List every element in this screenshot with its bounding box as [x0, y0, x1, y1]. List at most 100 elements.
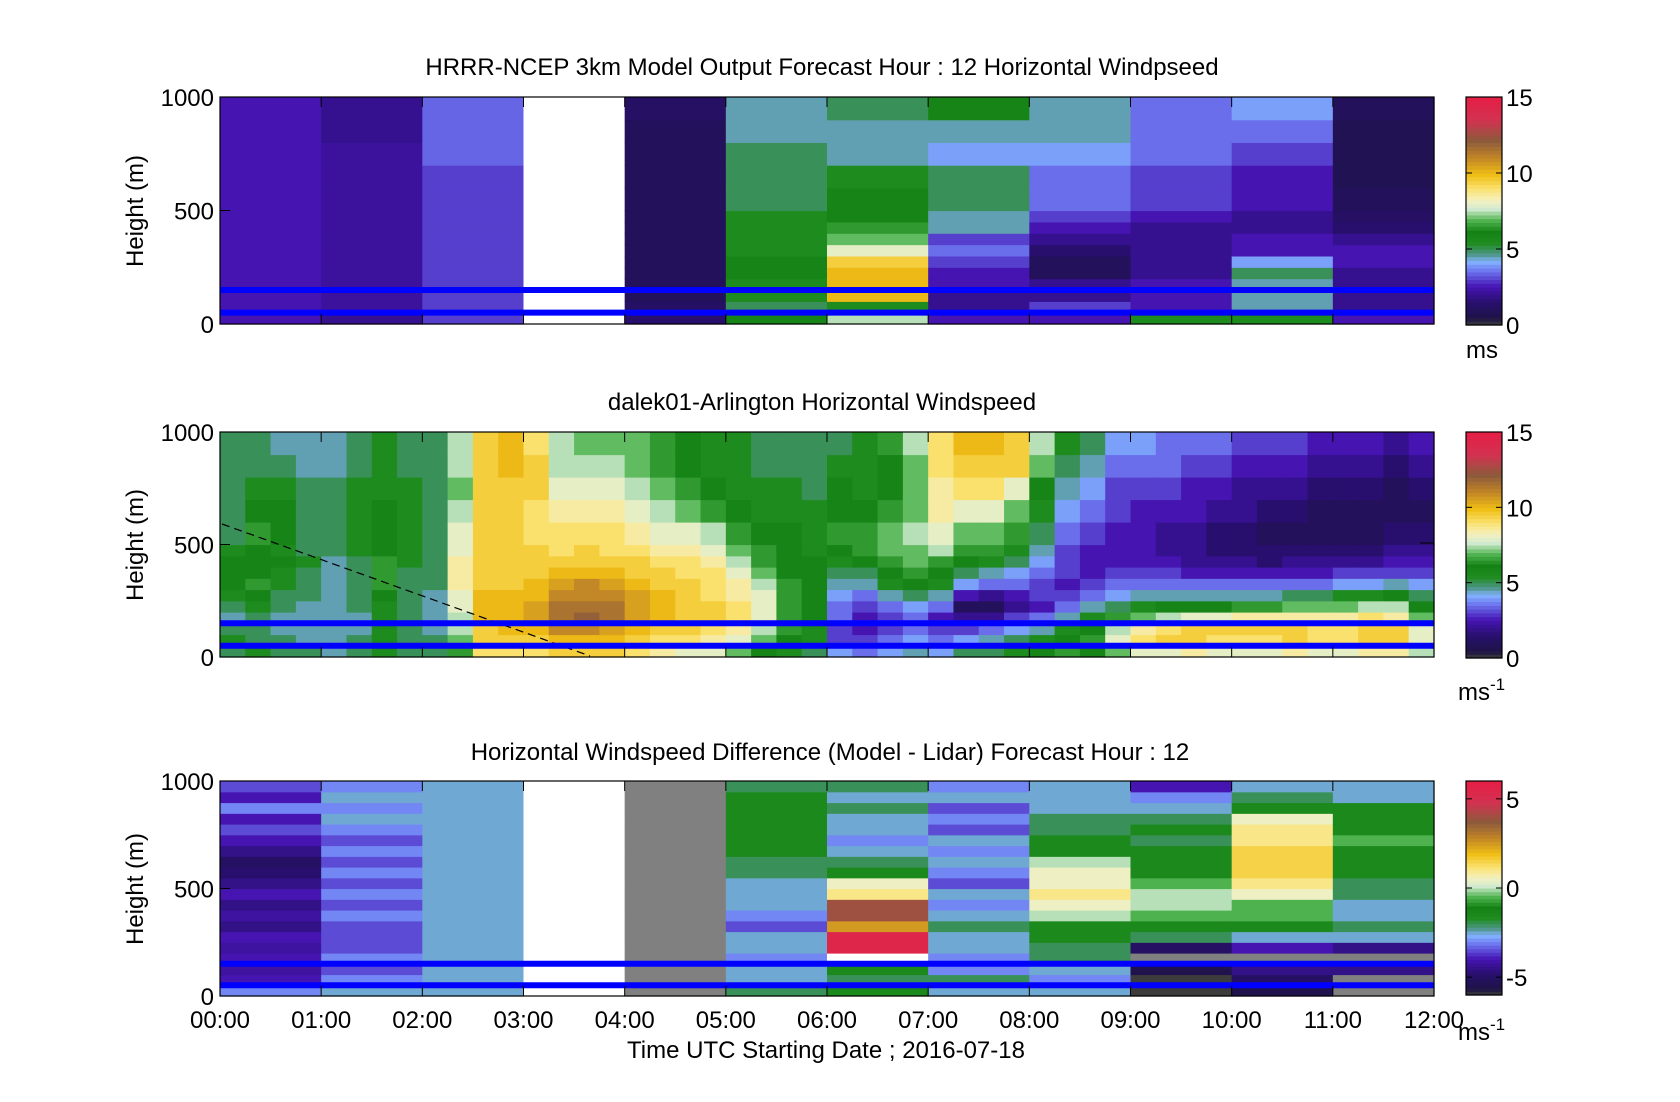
heatmap-cell — [1408, 432, 1435, 456]
colorbar-segment — [1466, 830, 1502, 836]
heatmap-cell — [1105, 522, 1132, 546]
heatmap-cell — [1383, 567, 1410, 579]
heatmap-cell — [1332, 477, 1359, 501]
heatmap-cell — [978, 623, 1005, 636]
heatmap-cell — [751, 612, 778, 624]
heatmap-cell — [498, 645, 525, 658]
heatmap-cell — [725, 187, 828, 212]
heatmap-cell — [220, 888, 322, 900]
heatmap-cell — [1256, 477, 1283, 501]
heatmap-cell — [751, 589, 778, 602]
heatmap-cell — [1206, 623, 1233, 636]
heatmap-cell — [902, 544, 929, 557]
heatmap-cell — [1029, 834, 1132, 847]
colorbar-tick-label: 5 — [1506, 571, 1519, 598]
heatmap-cell — [928, 289, 1030, 302]
heatmap-cell — [624, 867, 727, 879]
heatmap-cell — [371, 477, 398, 501]
heatmap-cell — [1282, 589, 1309, 602]
heatmap-cell — [1307, 555, 1334, 568]
heatmap-cell — [371, 645, 398, 658]
heatmap-cell — [978, 578, 1005, 591]
heatmap-cell — [220, 454, 246, 478]
heatmap-cell — [371, 623, 398, 636]
heatmap-cell — [447, 477, 474, 501]
heatmap-cell — [852, 634, 879, 647]
heatmap-cell — [523, 119, 626, 143]
heatmap-cell — [447, 432, 474, 456]
heatmap-cell — [371, 589, 398, 602]
heatmap-cell — [751, 555, 778, 568]
heatmap-cell — [877, 634, 904, 647]
heatmap-cell — [295, 612, 322, 624]
heatmap-cell — [827, 600, 853, 613]
heatmap-cell — [220, 578, 246, 591]
heatmap-cell — [801, 612, 828, 624]
heatmap-cell — [624, 888, 727, 900]
panel-model-ylabel: Height (m) — [122, 155, 149, 267]
heatmap-cell — [548, 600, 575, 613]
heatmap-cell — [1079, 612, 1106, 624]
colorbar-segment — [1466, 802, 1502, 807]
heatmap-cell — [321, 454, 348, 478]
heatmap-cell — [447, 499, 474, 523]
heatmap-cell — [220, 589, 246, 602]
heatmap-cell — [220, 432, 246, 456]
heatmap-cell — [422, 432, 449, 456]
heatmap-cell — [1231, 301, 1334, 314]
heatmap-cell — [220, 877, 322, 890]
heatmap-cell — [877, 555, 904, 568]
heatmap-cell — [801, 589, 828, 602]
time-tick-label: 04:00 — [595, 1007, 655, 1034]
heatmap-cell — [827, 781, 929, 793]
heatmap-cell — [1054, 432, 1081, 456]
heatmap-cell — [725, 612, 752, 624]
heatmap-cell — [1332, 119, 1435, 143]
heatmap-cell — [574, 477, 600, 501]
colorbar-segment — [1466, 612, 1502, 618]
colorbar-segment — [1466, 241, 1502, 246]
heatmap-cell — [346, 578, 373, 591]
heatmap-cell — [751, 634, 778, 647]
colorbar-segment — [1466, 108, 1502, 113]
heatmap-cell — [675, 600, 702, 613]
heatmap-cell — [725, 867, 828, 879]
colorbar-segment — [1466, 973, 1502, 978]
heatmap-cell — [928, 301, 1030, 314]
colorbar-segment — [1466, 631, 1502, 636]
heatmap-cell — [776, 589, 803, 602]
colorbar-segment — [1466, 271, 1502, 277]
panel-difference-highlight-lines — [220, 960, 1434, 989]
heatmap-cell — [1206, 477, 1233, 501]
colorbar-segment — [1466, 966, 1502, 971]
heatmap-cell — [725, 634, 752, 647]
heatmap-cell — [928, 802, 1030, 814]
heatmap-cell — [220, 267, 322, 280]
heatmap-cell — [827, 267, 929, 280]
time-tick-label: 06:00 — [797, 1007, 857, 1034]
heatmap-cell — [498, 544, 525, 557]
heatmap-cell — [725, 119, 828, 143]
heatmap-cell — [472, 623, 499, 636]
heatmap-cell — [397, 567, 423, 579]
heatmap-cell — [953, 454, 980, 478]
heatmap-cell — [321, 142, 423, 166]
heatmap-cell — [220, 477, 246, 501]
heatmap-cell — [1206, 645, 1233, 658]
heatmap-cell — [1029, 623, 1056, 636]
heatmap-cell — [422, 612, 449, 624]
heatmap-cell — [827, 233, 929, 246]
colorbar-segment — [1466, 123, 1502, 128]
heatmap-cell — [574, 623, 600, 636]
heatmap-cell — [1130, 963, 1233, 976]
heatmap-cell — [1256, 432, 1283, 456]
heatmap-cell — [1054, 522, 1081, 546]
heatmap-cell — [523, 985, 626, 997]
heatmap-cell — [624, 233, 727, 246]
heatmap-cell — [220, 289, 322, 302]
heatmap-cell — [1332, 289, 1435, 302]
heatmap-cell — [1181, 499, 1207, 523]
heatmap-cell — [1105, 623, 1132, 636]
heatmap-cell — [751, 454, 778, 478]
colorbar-segment — [1466, 563, 1502, 569]
